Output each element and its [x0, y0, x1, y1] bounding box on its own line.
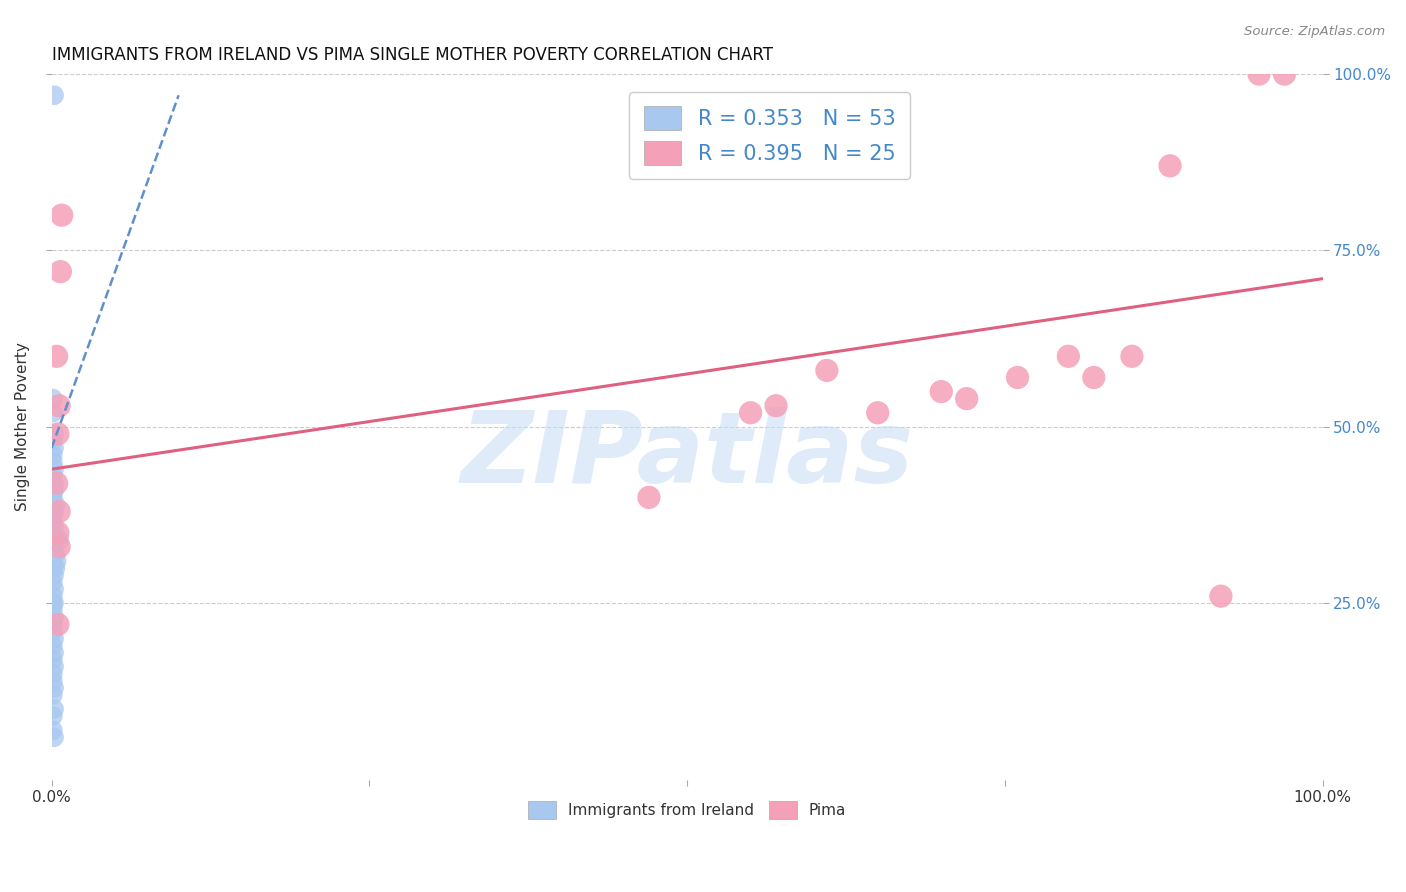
Point — [765, 399, 787, 413]
Legend: Immigrants from Ireland, Pima: Immigrants from Ireland, Pima — [522, 795, 852, 825]
Point — [42, 462, 65, 476]
Point — [42, 589, 65, 603]
Point — [1159, 159, 1181, 173]
Point — [42, 554, 65, 568]
Point — [42, 596, 65, 610]
Point — [42, 540, 65, 554]
Point — [42, 646, 65, 660]
Point — [46, 426, 69, 441]
Point — [42, 659, 65, 673]
Point — [1274, 67, 1296, 81]
Point — [44, 547, 66, 561]
Point — [42, 575, 65, 590]
Point — [42, 511, 65, 525]
Point — [42, 525, 65, 540]
Point — [42, 455, 65, 469]
Point — [45, 476, 67, 491]
Point — [1007, 370, 1029, 384]
Point — [638, 491, 661, 505]
Point — [42, 533, 65, 547]
Point — [866, 406, 889, 420]
Point — [42, 617, 65, 632]
Point — [42, 525, 65, 540]
Point — [42, 392, 65, 406]
Point — [1121, 349, 1143, 363]
Point — [42, 568, 65, 582]
Point — [46, 525, 69, 540]
Point — [42, 603, 65, 617]
Point — [42, 723, 65, 738]
Point — [42, 547, 65, 561]
Point — [42, 596, 65, 610]
Point — [42, 582, 65, 596]
Point — [44, 561, 66, 575]
Text: Source: ZipAtlas.com: Source: ZipAtlas.com — [1244, 25, 1385, 38]
Text: IMMIGRANTS FROM IRELAND VS PIMA SINGLE MOTHER POVERTY CORRELATION CHART: IMMIGRANTS FROM IRELAND VS PIMA SINGLE M… — [52, 46, 772, 64]
Point — [42, 624, 65, 639]
Point — [42, 441, 65, 455]
Point — [42, 702, 65, 716]
Point — [42, 639, 65, 653]
Point — [42, 632, 65, 646]
Point — [42, 448, 65, 462]
Point — [42, 731, 65, 745]
Point — [42, 688, 65, 702]
Point — [42, 434, 65, 448]
Point — [48, 399, 70, 413]
Point — [42, 666, 65, 681]
Point — [42, 504, 65, 518]
Point — [956, 392, 979, 406]
Point — [42, 483, 65, 498]
Point — [42, 709, 65, 723]
Point — [42, 504, 65, 518]
Point — [48, 504, 70, 518]
Point — [1083, 370, 1105, 384]
Point — [740, 406, 762, 420]
Point — [51, 208, 73, 222]
Point — [45, 554, 67, 568]
Point — [42, 426, 65, 441]
Point — [42, 491, 65, 505]
Point — [42, 653, 65, 667]
Point — [42, 610, 65, 624]
Point — [42, 681, 65, 695]
Point — [815, 363, 838, 377]
Point — [42, 469, 65, 483]
Point — [48, 533, 70, 547]
Point — [46, 617, 69, 632]
Point — [45, 349, 67, 363]
Point — [1247, 67, 1270, 81]
Point — [42, 406, 65, 420]
Point — [42, 476, 65, 491]
Point — [49, 265, 72, 279]
Point — [42, 561, 65, 575]
Point — [42, 88, 65, 103]
Point — [44, 498, 66, 512]
Point — [42, 483, 65, 498]
Point — [42, 518, 65, 533]
Point — [48, 540, 70, 554]
Point — [1209, 589, 1232, 603]
Point — [1057, 349, 1080, 363]
Point — [929, 384, 952, 399]
Point — [42, 673, 65, 688]
Text: ZIPatlas: ZIPatlas — [461, 407, 914, 504]
Y-axis label: Single Mother Poverty: Single Mother Poverty — [15, 343, 30, 511]
